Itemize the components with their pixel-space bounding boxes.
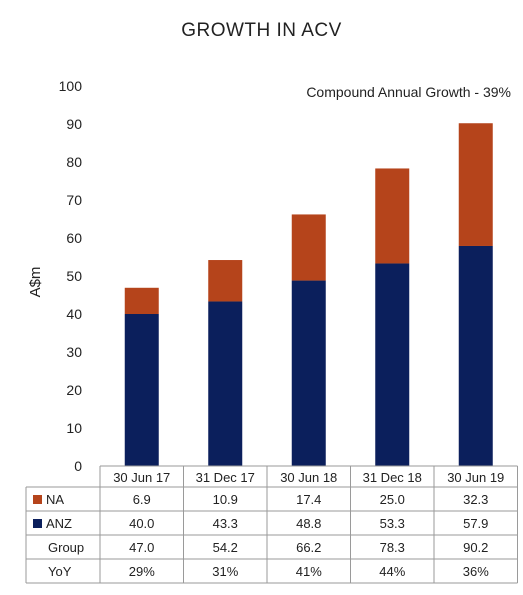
x-tick-label: 30 Jun 18 <box>280 470 337 485</box>
bar-na <box>208 260 243 302</box>
table-cell: 48.8 <box>296 516 321 531</box>
table-cell: 43.3 <box>213 516 238 531</box>
page-title: GROWTH IN ACV <box>181 20 342 41</box>
bar-anz <box>291 280 326 466</box>
table-cell: 47.0 <box>129 540 154 555</box>
chart-annotation: Compound Annual Growth - 39% <box>306 84 511 100</box>
y-tick-label: 50 <box>66 268 82 284</box>
y-tick-label: 10 <box>66 420 82 436</box>
table-cell: 78.3 <box>380 540 405 555</box>
y-tick-label: 30 <box>66 344 82 360</box>
table-cell: 17.4 <box>296 492 321 507</box>
table-cell: 31% <box>212 564 238 579</box>
data-table: 30 Jun 17 31 Dec 17 30 Jun 18 31 Dec 18 30 J… <box>25 465 518 584</box>
table-cell: 6.9 <box>133 492 151 507</box>
bar-anz <box>124 314 159 466</box>
bar-na <box>124 287 159 314</box>
y-tick-label: 90 <box>66 116 82 132</box>
x-tick-label: 30 Jun 17 <box>113 470 170 485</box>
y-tick-label: 70 <box>66 192 82 208</box>
table-cell: 29% <box>129 564 155 579</box>
bar-na <box>458 123 493 246</box>
table-cell: 10.9 <box>213 492 238 507</box>
table-cell: 36% <box>463 564 489 579</box>
y-tick-label: 60 <box>66 230 82 246</box>
y-tick-label: 100 <box>59 78 83 94</box>
table-cell: 41% <box>296 564 322 579</box>
table-cell: 66.2 <box>296 540 321 555</box>
legend-label: NA <box>46 492 64 507</box>
y-tick-label: 0 <box>74 458 82 474</box>
y-tick-label: 40 <box>66 306 82 322</box>
bar-anz <box>375 263 410 466</box>
y-tick-label: 20 <box>66 382 82 398</box>
bar-na <box>291 214 326 281</box>
table-cell: 25.0 <box>380 492 405 507</box>
table-cell: 44% <box>379 564 405 579</box>
y-tick-label: 80 <box>66 154 82 170</box>
table-cell: 40.0 <box>129 516 154 531</box>
bar-anz <box>458 245 493 466</box>
table-cell: 53.3 <box>380 516 405 531</box>
x-tick-label: 30 Jun 19 <box>447 470 504 485</box>
bars <box>124 123 493 466</box>
y-axis-label: A$m <box>27 267 44 298</box>
x-tick-label: 31 Dec 17 <box>196 470 255 485</box>
row-label: Group <box>48 540 84 555</box>
legend-label: ANZ <box>46 516 72 531</box>
row-label: YoY <box>48 564 72 579</box>
bar-na <box>375 168 410 264</box>
y-axis: 0 10 20 30 40 50 60 70 80 90 100 <box>59 78 83 474</box>
x-tick-label: 31 Dec 18 <box>363 470 422 485</box>
legend-swatch-na <box>33 495 42 504</box>
table-cell: 54.2 <box>213 540 238 555</box>
table-cell: 57.9 <box>463 516 488 531</box>
bar-anz <box>208 301 243 466</box>
table-cell: 90.2 <box>463 540 488 555</box>
table-cell: 32.3 <box>463 492 488 507</box>
legend-swatch-anz <box>33 519 42 528</box>
